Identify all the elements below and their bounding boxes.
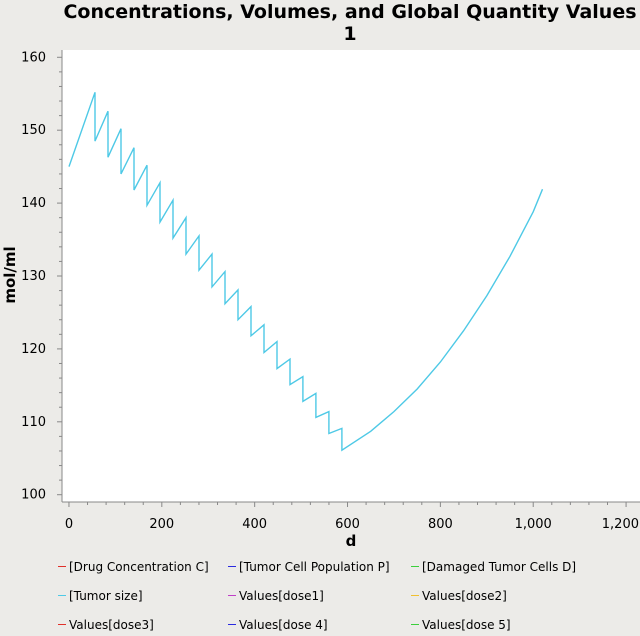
legend-label: Values[dose 5] xyxy=(422,618,511,632)
legend-label: [Tumor Cell Population P] xyxy=(239,560,390,574)
y-tick-label: 160 xyxy=(21,50,46,65)
x-tick-label: 800 xyxy=(428,517,453,532)
legend-swatch xyxy=(411,595,419,596)
y-tick-label: 120 xyxy=(21,342,46,357)
legend-swatch xyxy=(411,624,419,625)
legend-swatch xyxy=(228,566,236,567)
legend-label: Values[dose1] xyxy=(239,589,324,603)
x-tick-label: 1,200 xyxy=(602,517,639,532)
series-layer xyxy=(68,92,544,452)
chart-title-line1: Concentrations, Volumes, and Global Quan… xyxy=(63,1,637,23)
x-ticks: 0 200 400 600 800 1,000 1,200 xyxy=(65,502,639,532)
legend-item: [Tumor size] xyxy=(58,589,143,603)
y-tick-label: 150 xyxy=(21,123,46,138)
legend-swatch xyxy=(411,566,419,567)
chart-canvas: 100 110 120 130 140 150 160 0 200 400 600 800 1,000… xyxy=(1,50,640,550)
y-axis-label: mol/ml xyxy=(1,246,19,303)
x-axis-label: d xyxy=(346,532,357,550)
legend-label: Values[dose3] xyxy=(69,618,154,632)
series-line-tumor-size xyxy=(68,92,544,452)
x-tick-label: 600 xyxy=(335,517,360,532)
legend-label: [Damaged Tumor Cells D] xyxy=(422,560,577,574)
legend-label: [Tumor size] xyxy=(69,589,143,603)
chart-legend: [Drug Concentration C] [Tumor Cell Popula… xyxy=(0,555,640,636)
legend-item: Values[dose 4] xyxy=(228,618,328,632)
legend-swatch xyxy=(228,595,236,596)
y-tick-label: 100 xyxy=(21,488,46,503)
y-ticks: 100 110 120 130 140 150 160 xyxy=(21,50,62,503)
legend-item: [Drug Concentration C] xyxy=(58,560,209,574)
legend-item: Values[dose3] xyxy=(58,618,154,632)
legend-label: Values[dose 4] xyxy=(239,618,328,632)
x-tick-label: 400 xyxy=(242,517,267,532)
legend-item: Values[dose 5] xyxy=(411,618,511,632)
x-tick-label: 0 xyxy=(65,517,73,532)
legend-item: [Tumor Cell Population P] xyxy=(228,560,390,574)
x-tick-label: 200 xyxy=(149,517,174,532)
legend-swatch xyxy=(58,566,66,567)
legend-swatch xyxy=(228,624,236,625)
legend-item: Values[dose1] xyxy=(228,589,324,603)
chart-title-line2: 1 xyxy=(343,23,357,45)
x-tick-label: 1,000 xyxy=(515,517,552,532)
legend-label: Values[dose2] xyxy=(422,589,507,603)
legend-swatch xyxy=(58,624,66,625)
legend-item: Values[dose2] xyxy=(411,589,507,603)
plot-area xyxy=(62,50,640,502)
legend-label: [Drug Concentration C] xyxy=(69,560,209,574)
y-tick-label: 130 xyxy=(21,269,46,284)
y-tick-label: 140 xyxy=(21,196,46,211)
legend-swatch xyxy=(58,595,66,596)
y-tick-label: 110 xyxy=(21,415,46,430)
legend-item: [Damaged Tumor Cells D] xyxy=(411,560,576,574)
